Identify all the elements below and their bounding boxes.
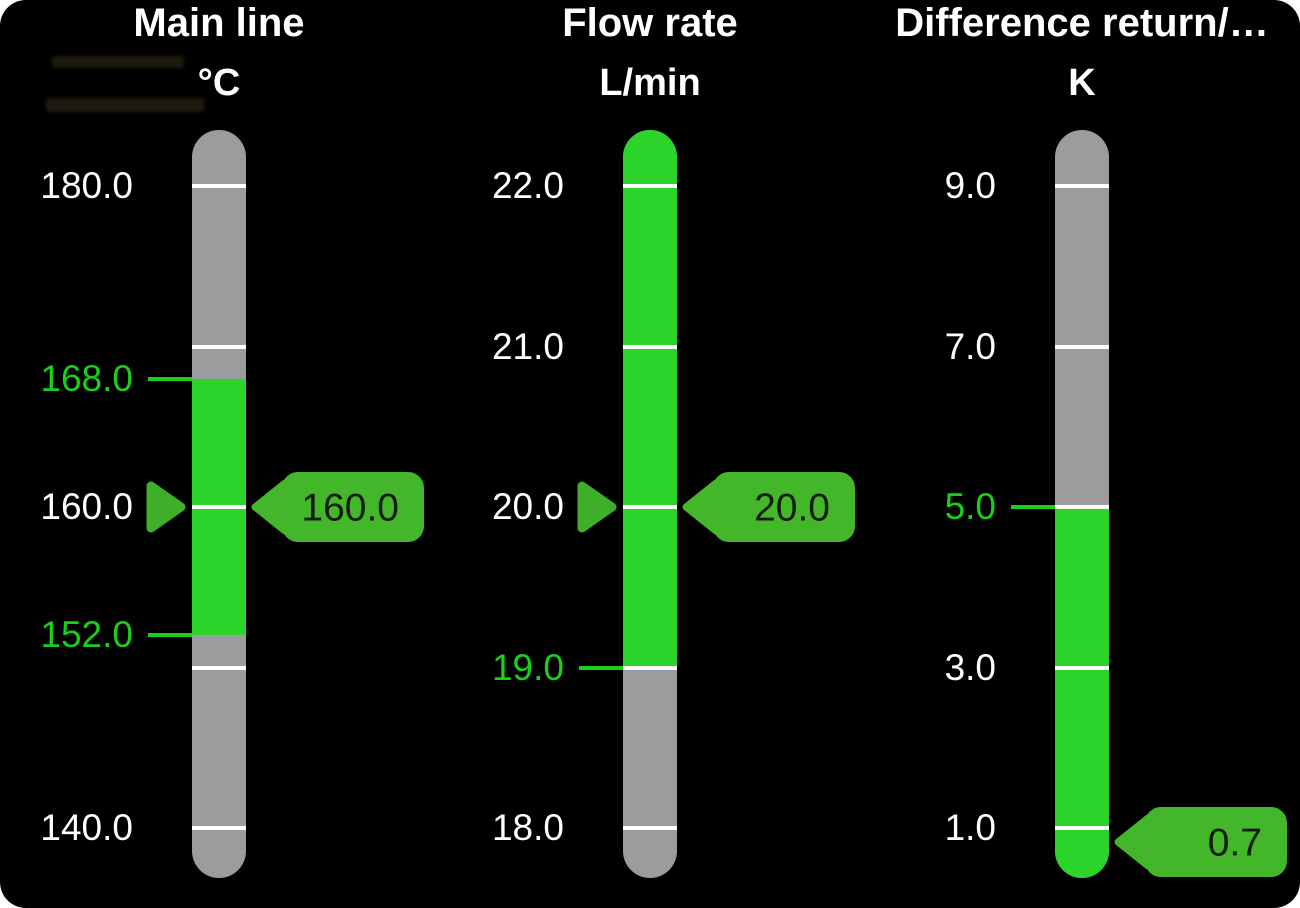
gauge-title-flow-rate: Flow rate — [562, 1, 738, 45]
limit-marker-line — [1011, 505, 1055, 509]
scale-tick-label: 152.0 — [40, 614, 133, 656]
value-tag: 0.7 — [1114, 807, 1287, 877]
scale-tick-label: 7.0 — [944, 325, 996, 367]
scale-tick — [623, 184, 677, 188]
gauge-unit-kelvin: K — [1068, 62, 1096, 104]
value-tag-text: 20.0 — [754, 487, 830, 530]
scale-tick — [623, 665, 677, 670]
value-tag: 160.0 — [251, 472, 424, 542]
limit-marker-line — [148, 633, 192, 638]
gauge-green-zone — [1055, 507, 1109, 878]
limit-marker-line — [579, 665, 623, 670]
scale-tick — [192, 665, 246, 670]
gauge-bar-track — [192, 130, 246, 878]
scale-tick — [192, 184, 246, 188]
scale-tick-label: 5.0 — [944, 486, 996, 527]
ghost-text-artifact — [52, 56, 184, 68]
gauge-unit-l-min: L/min — [599, 62, 701, 104]
scale-tick-label: 180.0 — [40, 165, 133, 206]
gauge-unit-celsius: °C — [197, 62, 241, 104]
scale-tick — [623, 344, 677, 349]
scale-tick-label: 3.0 — [944, 646, 996, 688]
scale-tick-label: 19.0 — [491, 646, 564, 688]
scale-tick — [1055, 665, 1109, 670]
scale-tick — [1055, 344, 1109, 349]
value-tag-text: 0.7 — [1208, 822, 1262, 865]
gauge-title-main-line: Main line — [133, 1, 305, 45]
value-tag: 20.0 — [682, 472, 855, 542]
gauge-bar-track — [623, 130, 677, 878]
scale-tick-label: 168.0 — [40, 357, 133, 399]
scale-tick-label: 21.0 — [491, 325, 564, 367]
value-pointer-icon — [146, 481, 186, 533]
scale-tick-label: 160.0 — [40, 486, 133, 527]
scale-tick-label: 1.0 — [944, 807, 996, 848]
scale-tick-label: 140.0 — [40, 807, 133, 848]
scale-tick — [623, 826, 677, 830]
scale-tick — [623, 505, 677, 509]
limit-marker-line — [148, 376, 192, 381]
scale-tick — [192, 505, 246, 509]
gauge-bar-track — [1055, 130, 1109, 878]
gauge-green-zone — [623, 130, 677, 668]
scale-tick-label: 18.0 — [491, 807, 564, 848]
scale-tick-label: 20.0 — [491, 486, 564, 527]
scale-tick-label: 22.0 — [491, 165, 564, 206]
scale-tick — [192, 826, 246, 830]
gauge-title-difference-return: Difference return/… — [895, 1, 1269, 45]
ghost-text-artifact — [46, 98, 204, 112]
scale-tick — [1055, 826, 1109, 830]
scale-tick — [1055, 184, 1109, 188]
scale-tick — [192, 344, 246, 349]
value-tag-text: 160.0 — [301, 487, 399, 530]
value-pointer-icon — [577, 481, 617, 533]
scale-tick-label: 9.0 — [944, 165, 996, 206]
scale-tick — [1055, 505, 1109, 509]
